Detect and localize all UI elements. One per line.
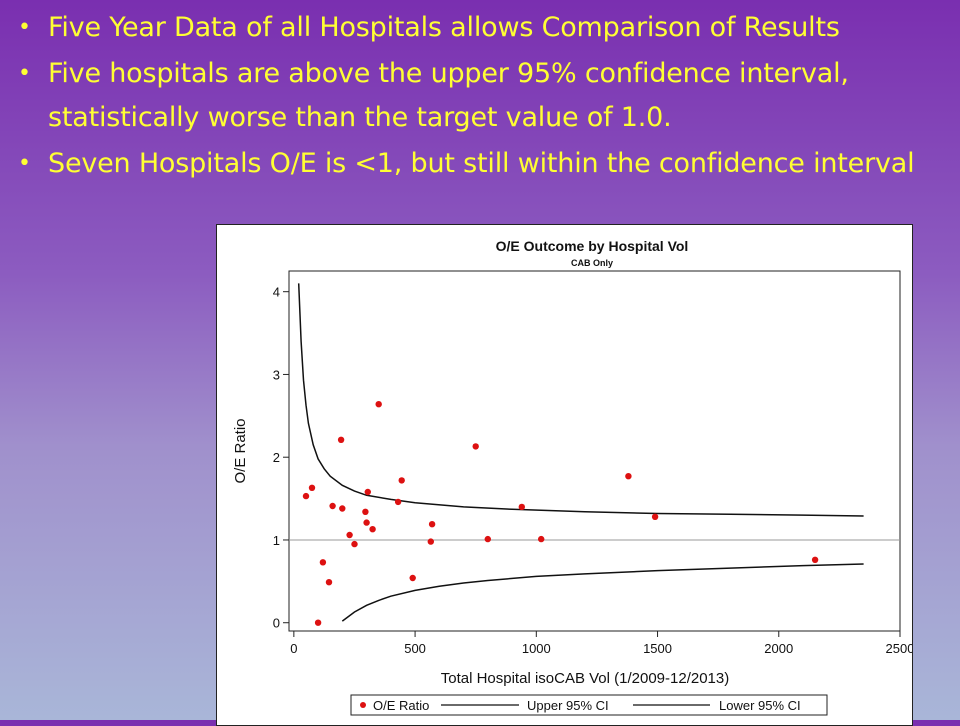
- legend-box: [350, 694, 828, 716]
- data-point: [625, 473, 632, 480]
- bullet-item: • Seven Hospitals O/E is <1, but still wi…: [14, 142, 954, 186]
- y-tick-label: 0: [273, 616, 280, 631]
- data-point: [427, 538, 434, 545]
- data-point: [364, 488, 371, 496]
- data-point: [538, 535, 545, 543]
- data-point: [319, 559, 327, 566]
- bullet-text: Five hospitals are above the upper 95% c…: [48, 58, 849, 133]
- x-axis-label: Total Hospital isoCAB Vol (1/2009-12/201…: [441, 670, 730, 687]
- y-tick-label: 1: [273, 533, 280, 548]
- bullet-list: • Five Year Data of all Hospitals allows …: [14, 6, 954, 188]
- data-point: [337, 436, 345, 443]
- x-tick-label: 500: [404, 641, 426, 656]
- legend: O/E Ratio Upper 95% CI Lower 95% CI: [350, 694, 828, 716]
- data-point: [339, 505, 346, 512]
- data-point: [409, 574, 416, 582]
- chart-subtitle: CAB Only: [571, 258, 613, 268]
- bullet-item: • Five Year Data of all Hospitals allows …: [14, 6, 954, 50]
- legend-label-upper: Upper 95% CI: [527, 698, 609, 713]
- data-points: [302, 401, 819, 626]
- bullet-dot-icon: •: [18, 151, 31, 176]
- data-point: [398, 477, 405, 484]
- bullet-text: Seven Hospitals O/E is <1, but still wit…: [48, 148, 915, 179]
- x-tick-label: 2000: [764, 641, 793, 656]
- chart-title: O/E Outcome by Hospital Vol: [496, 238, 689, 254]
- data-point: [369, 526, 376, 533]
- data-point: [484, 535, 491, 543]
- data-point: [308, 484, 316, 491]
- bullet-dot-icon: •: [18, 15, 31, 40]
- axes: 0 500 1000 1500 2000 2500 0 1 2 3 4: [273, 285, 912, 656]
- data-point: [362, 508, 369, 515]
- y-tick-label: 3: [273, 367, 280, 382]
- bullet-dot-icon: •: [18, 61, 31, 86]
- legend-point-marker: [360, 702, 366, 708]
- data-point: [302, 492, 310, 500]
- y-tick-label: 4: [273, 285, 280, 300]
- x-tick-label: 2500: [886, 641, 912, 656]
- lower-ci-line: [341, 563, 864, 622]
- data-point: [325, 579, 333, 586]
- data-point: [811, 556, 819, 563]
- ci-lines: [289, 283, 900, 622]
- legend-label-points: O/E Ratio: [373, 698, 429, 713]
- bullet-item: • Five hospitals are above the upper 95% …: [14, 52, 954, 140]
- legend-label-lower: Lower 95% CI: [719, 698, 801, 713]
- scatter-chart: O/E Outcome by Hospital Vol CAB Only 0 50…: [232, 238, 912, 716]
- x-tick-label: 1000: [522, 641, 551, 656]
- data-point: [375, 401, 382, 408]
- chart-panel: O/E Outcome by Hospital Vol CAB Only 0 50…: [216, 224, 913, 726]
- upper-ci-line: [297, 283, 864, 517]
- plot-frame: [288, 270, 901, 632]
- bullet-text: Five Year Data of all Hospitals allows C…: [48, 12, 840, 43]
- data-point: [428, 521, 436, 528]
- x-tick-label: 1500: [643, 641, 672, 656]
- data-point: [314, 619, 322, 626]
- y-axis-label: O/E Ratio: [232, 418, 249, 483]
- data-point: [651, 513, 659, 520]
- data-point: [346, 531, 353, 539]
- data-point: [351, 540, 358, 548]
- data-point: [329, 502, 336, 510]
- y-tick-label: 2: [273, 450, 280, 465]
- data-point: [363, 519, 370, 526]
- data-point: [394, 498, 402, 506]
- data-point: [472, 443, 479, 450]
- x-tick-label: 0: [290, 641, 297, 656]
- data-point: [518, 503, 525, 511]
